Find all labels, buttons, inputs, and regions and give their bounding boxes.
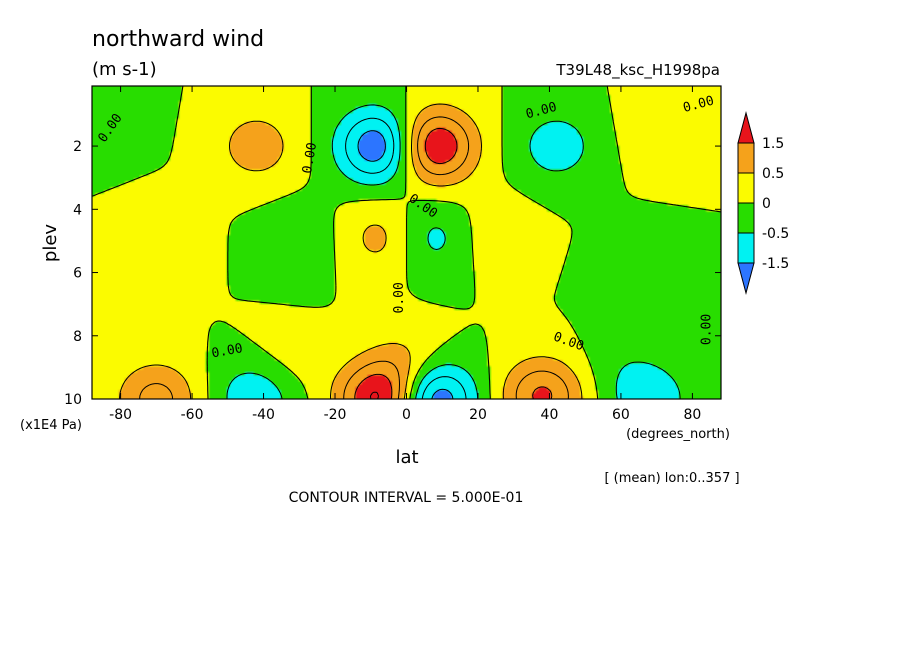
zero-contour-label: 0.00 xyxy=(392,282,407,313)
y-tick-label: 4 xyxy=(73,202,82,218)
zero-contour-label: 0.00 xyxy=(699,314,714,345)
plot-area: 0.000.000.00 0.000.000.000.00 0.00 0.00 xyxy=(91,85,722,400)
contour-line xyxy=(92,86,721,399)
colorbar-swatch xyxy=(737,232,755,264)
zero-contour-label: 0.00 xyxy=(210,341,243,361)
colorbar-swatch xyxy=(737,202,755,234)
x-tick-label: 20 xyxy=(469,407,487,423)
y-units-label: (x1E4 Pa) xyxy=(20,418,82,433)
contour-line xyxy=(370,391,379,399)
colorbar-label: 0 xyxy=(762,196,771,212)
zero-contour-label: 0.00 xyxy=(300,141,320,174)
averaging-note: [ (mean) lon:0..357 ] xyxy=(604,471,739,486)
y-tick-label: 10 xyxy=(64,392,82,408)
y-tick-label: 6 xyxy=(73,266,82,282)
contour-line xyxy=(119,103,583,399)
contour-line xyxy=(226,104,681,399)
colorbar-swatch xyxy=(737,142,755,174)
y-tick-label: 8 xyxy=(73,329,82,345)
y-axis-label: plev xyxy=(40,224,61,263)
contour-interval-label: CONTOUR INTERVAL = 5.000E-01 xyxy=(289,490,524,506)
x-tick-label: -60 xyxy=(181,407,204,423)
x-axis-label: lat xyxy=(395,447,418,468)
contour-line xyxy=(354,127,553,399)
colorbar-label: 0.5 xyxy=(762,166,784,182)
colorbar-swatch-top xyxy=(737,111,755,144)
chart-title: northward wind xyxy=(92,27,264,52)
zero-contour-labels: 0.000.000.00 0.000.000.000.00 0.00 0.00 xyxy=(95,93,715,361)
colorbar: 1.5 0.5 0 -0.5 -1.5 xyxy=(737,111,789,295)
colorbar-swatch xyxy=(737,172,755,204)
x-axis: -80 -60 -40 -20 0 20 40 60 80 xyxy=(109,86,701,423)
y-axis: 2 4 6 8 10 xyxy=(64,139,721,408)
x-tick-label: -40 xyxy=(252,407,275,423)
colorbar-label: 1.5 xyxy=(762,136,784,152)
x-tick-label: 80 xyxy=(683,407,701,423)
y-tick-label: 2 xyxy=(73,139,82,155)
chart-units: (m s-1) xyxy=(92,59,157,80)
colorbar-swatch-bottom xyxy=(737,262,755,295)
colorbar-label: -0.5 xyxy=(762,226,789,242)
x-tick-label: 40 xyxy=(541,407,559,423)
contour-line xyxy=(345,117,467,399)
contour-line xyxy=(139,116,569,399)
x-tick-label: -20 xyxy=(324,407,347,423)
colorbar-label: -1.5 xyxy=(762,256,789,272)
x-tick-label: -80 xyxy=(109,407,132,423)
x-tick-label: 60 xyxy=(612,407,630,423)
experiment-label: T39L48_ksc_H1998pa xyxy=(555,61,720,80)
x-tick-label: 0 xyxy=(402,407,411,423)
contour-line xyxy=(357,130,454,399)
x-units-label: (degrees_north) xyxy=(626,427,730,442)
contour-lines xyxy=(92,86,721,399)
